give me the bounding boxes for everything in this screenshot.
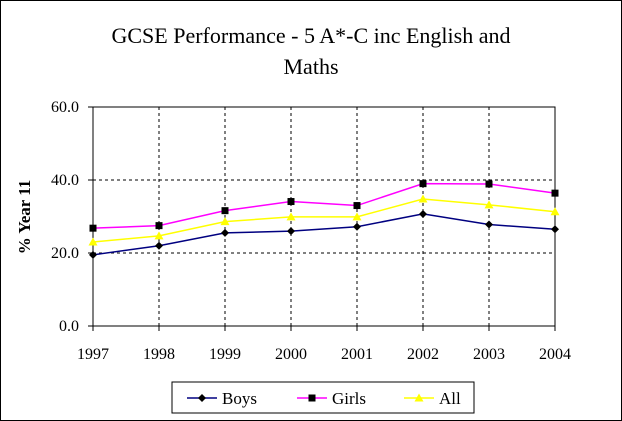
y-tick-label: 20.0 [51,245,79,262]
legend-marker-girls [308,394,316,402]
data-point-boys [221,228,229,237]
legend-item-all: All [404,389,461,408]
data-point-boys [353,222,361,231]
chart-title-line-2: Maths [284,54,339,79]
data-point-girls [155,222,163,230]
data-point-all [154,231,164,240]
data-point-all [484,200,494,209]
data-point-girls [419,180,427,188]
legend-marker-boys [198,394,206,402]
y-tick-label: 40.0 [51,172,79,189]
data-point-girls [221,207,229,215]
data-point-boys [155,241,163,250]
y-axis-label: % Year 11 [15,180,34,255]
series-layer [88,180,560,259]
data-point-girls [551,189,559,197]
chart-title-line-1: GCSE Performance - 5 A*-C inc English an… [112,23,511,48]
y-tick-label: 60.0 [51,99,79,116]
data-point-all [220,217,230,226]
y-axis: 0.0 20.0 40.0 60.0 [51,99,93,335]
legend-item-boys: Boys [187,389,257,408]
data-point-girls [485,180,493,188]
legend-label-boys: Boys [222,389,257,408]
x-axis: 1997 1998 1999 2000 2001 2002 2003 2004 [77,326,571,363]
series-line-girls [92,182,556,229]
data-point-boys [89,250,97,259]
legend: Boys Girls All [171,381,475,414]
x-tick-label: 2000 [275,346,307,363]
x-tick-label: 2004 [539,346,571,363]
y-tick-label: 0.0 [59,318,79,335]
x-tick-label: 2002 [407,346,439,363]
gridlines [93,107,555,326]
data-point-girls [287,198,295,206]
data-point-boys [419,209,427,218]
x-tick-label: 1997 [77,346,109,363]
data-point-all [418,194,428,203]
x-tick-label: 2003 [473,346,505,363]
data-point-all [88,237,98,246]
data-point-boys [287,227,295,236]
series-boys [89,209,559,259]
plot-area [92,106,556,327]
data-point-girls [89,224,97,232]
legend-label-girls: Girls [332,389,366,408]
data-point-all [550,207,560,216]
data-point-boys [485,220,493,229]
data-point-girls [353,202,361,210]
x-tick-label: 1999 [209,346,241,363]
data-point-all [352,212,362,221]
series-line-boys [92,213,556,256]
series-all [88,194,560,246]
x-tick-label: 1998 [143,346,175,363]
data-point-boys [551,225,559,234]
legend-label-all: All [439,389,461,408]
data-point-all [286,212,296,221]
legend-marker-all [414,393,424,402]
series-girls [89,180,559,232]
series-line-all [92,198,556,243]
x-tick-label: 2001 [341,346,373,363]
legend-item-girls: Girls [297,389,366,408]
